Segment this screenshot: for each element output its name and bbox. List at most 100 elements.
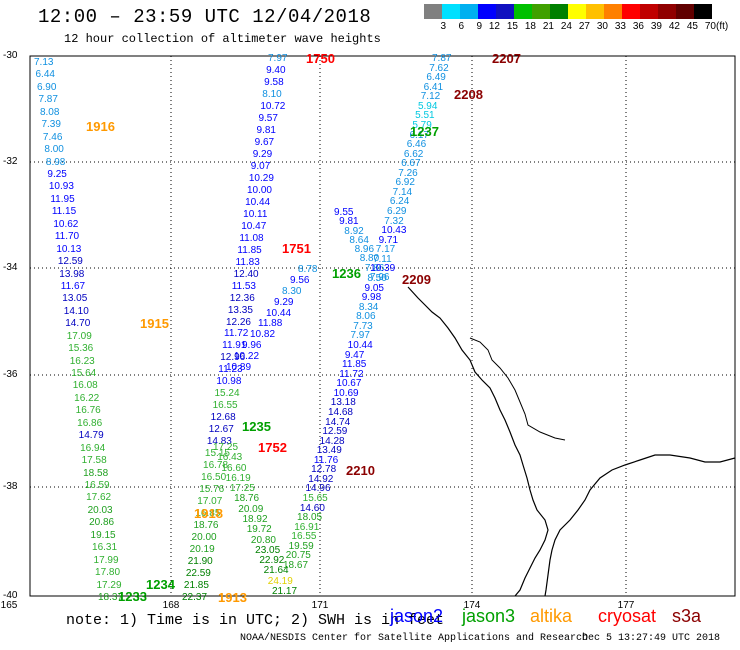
legend-label: 33: [614, 21, 626, 32]
wave-height-value: 8.30: [282, 285, 302, 297]
wave-height-value: 8.98: [45, 156, 66, 168]
legend-label: 21: [542, 21, 554, 32]
wave-height-value: 16.23: [69, 355, 95, 367]
pass-label: 1751: [282, 241, 311, 256]
wave-height-value: 10.22: [234, 351, 260, 363]
wave-height-value: 12.59: [322, 426, 348, 438]
lat-label: -36: [3, 369, 18, 380]
wave-height-value: 8.96: [354, 244, 375, 256]
wave-height-value: 16.43: [217, 452, 243, 464]
wave-height-value: 6.90: [36, 81, 57, 93]
wave-height-value: 11.95: [50, 193, 75, 205]
wave-height-value: 17.99: [93, 554, 119, 566]
satellite-jason2: jason2: [390, 606, 444, 626]
wave-height-value: 10.43: [381, 225, 407, 237]
wave-height-value: 11.85: [342, 359, 367, 371]
lat-label: -38: [3, 481, 18, 492]
pass-label: 1915: [140, 316, 169, 331]
legend-swatch: [604, 4, 622, 19]
wave-height-value: 20.03: [87, 504, 113, 516]
wave-height-value: 7.14: [392, 186, 413, 198]
wave-height-value: 6.24: [389, 196, 410, 208]
wave-height-value: 10.13: [56, 243, 82, 255]
wave-height-value: 8.80: [359, 253, 380, 265]
wave-height-value: 14.74: [325, 416, 351, 428]
wave-height-value: 10.44: [347, 339, 373, 351]
wave-height-value: 16.91: [294, 521, 320, 533]
legend-label: 6: [458, 21, 464, 32]
wave-height-value: 17.62: [86, 492, 112, 504]
lon-label: 174: [463, 600, 481, 611]
satellite-s3a: s3a: [672, 606, 702, 626]
pass-label: 2208: [454, 87, 483, 102]
wave-height-value: 11.76: [313, 454, 339, 466]
wave-height-value: 22.59: [185, 568, 211, 580]
wave-height-value: 17.25: [229, 483, 255, 495]
gridlines: [30, 56, 735, 596]
wave-height-value: 19.59: [288, 540, 314, 552]
wave-height-value: 6.92: [395, 177, 415, 189]
color-legend: [424, 4, 712, 19]
wave-height-value: 8.34: [358, 301, 379, 313]
legend-swatch: [514, 4, 532, 19]
wave-height-value: 6.44: [35, 69, 55, 81]
wave-height-value: 9.05: [364, 282, 384, 294]
legend-label: 3: [440, 21, 446, 32]
legend-label: 30: [596, 21, 608, 32]
legend-label: 9: [476, 21, 482, 32]
wave-height-value: 9.40: [266, 64, 286, 76]
wave-height-value: 7.26: [398, 167, 418, 179]
legend-unit: (ft): [716, 21, 729, 32]
wave-height-value: 7.46: [42, 131, 63, 143]
wave-height-value: 15.76: [199, 484, 225, 496]
wave-height-value: 8.64: [349, 234, 369, 246]
wave-height-value: 6.17: [409, 129, 429, 141]
wave-height-value: 18.92: [242, 514, 268, 525]
wave-height-value: 9.25: [47, 168, 67, 180]
wave-height-value: 21.17: [272, 586, 298, 597]
wave-height-value: 7.62: [429, 62, 449, 74]
wave-height-value: 6.49: [426, 72, 446, 84]
wave-height-value: 16.22: [74, 392, 100, 404]
wave-height-value: 11.53: [231, 280, 256, 292]
legend-swatch: [478, 4, 496, 19]
pass-label: 1235: [242, 419, 271, 434]
page-title: 12:00 – 23:59 UTC 12/04/2018: [38, 6, 372, 28]
wave-height-value: 5.79: [412, 119, 432, 131]
pass-label: 1233: [118, 589, 147, 604]
wave-height-value: 10.47: [241, 220, 267, 232]
wave-height-value: 11.23: [218, 364, 243, 376]
pass-label: 1916: [86, 119, 115, 134]
wave-height-value: 16.08: [72, 380, 98, 392]
wave-height-value: 11.70: [54, 231, 80, 243]
wave-height-value: 7.87: [432, 53, 452, 64]
wave-height-value: 10.39: [370, 263, 396, 275]
wave-height-value: 13.35: [227, 304, 253, 316]
wave-height-value: 18.37: [98, 592, 124, 603]
wave-height-value: 5.94: [417, 100, 438, 112]
wave-height-value: 7.39: [41, 119, 61, 131]
wave-height-value: 16.50: [201, 472, 227, 484]
legend-swatch: [496, 4, 514, 19]
timestamp: Dec 5 13:27:49 UTC 2018: [582, 633, 721, 644]
lat-label: -32: [3, 156, 18, 167]
new-zealand-coastline: [407, 286, 736, 597]
wave-height-value: 21.90: [187, 556, 213, 568]
wave-height-value: 7.97: [268, 53, 288, 64]
wave-height-value: 9.07: [250, 160, 271, 172]
map-frame: [29, 55, 736, 597]
wave-height-value: 9.47: [344, 349, 365, 361]
legend-swatch: [658, 4, 676, 19]
wave-height-value: 20.80: [250, 534, 276, 546]
wave-height-value: 16.86: [77, 417, 103, 429]
legend-swatch: [676, 4, 694, 19]
wave-height-value: 10.72: [260, 100, 286, 112]
pass-label: 2209: [402, 272, 431, 287]
wave-height-value: 20.75: [285, 550, 311, 562]
pass-label: 1750: [306, 51, 335, 66]
wave-height-value: 11.88: [258, 318, 283, 330]
wave-height-value: 12.78: [311, 464, 337, 476]
wave-height-value: 16.31: [92, 542, 118, 554]
